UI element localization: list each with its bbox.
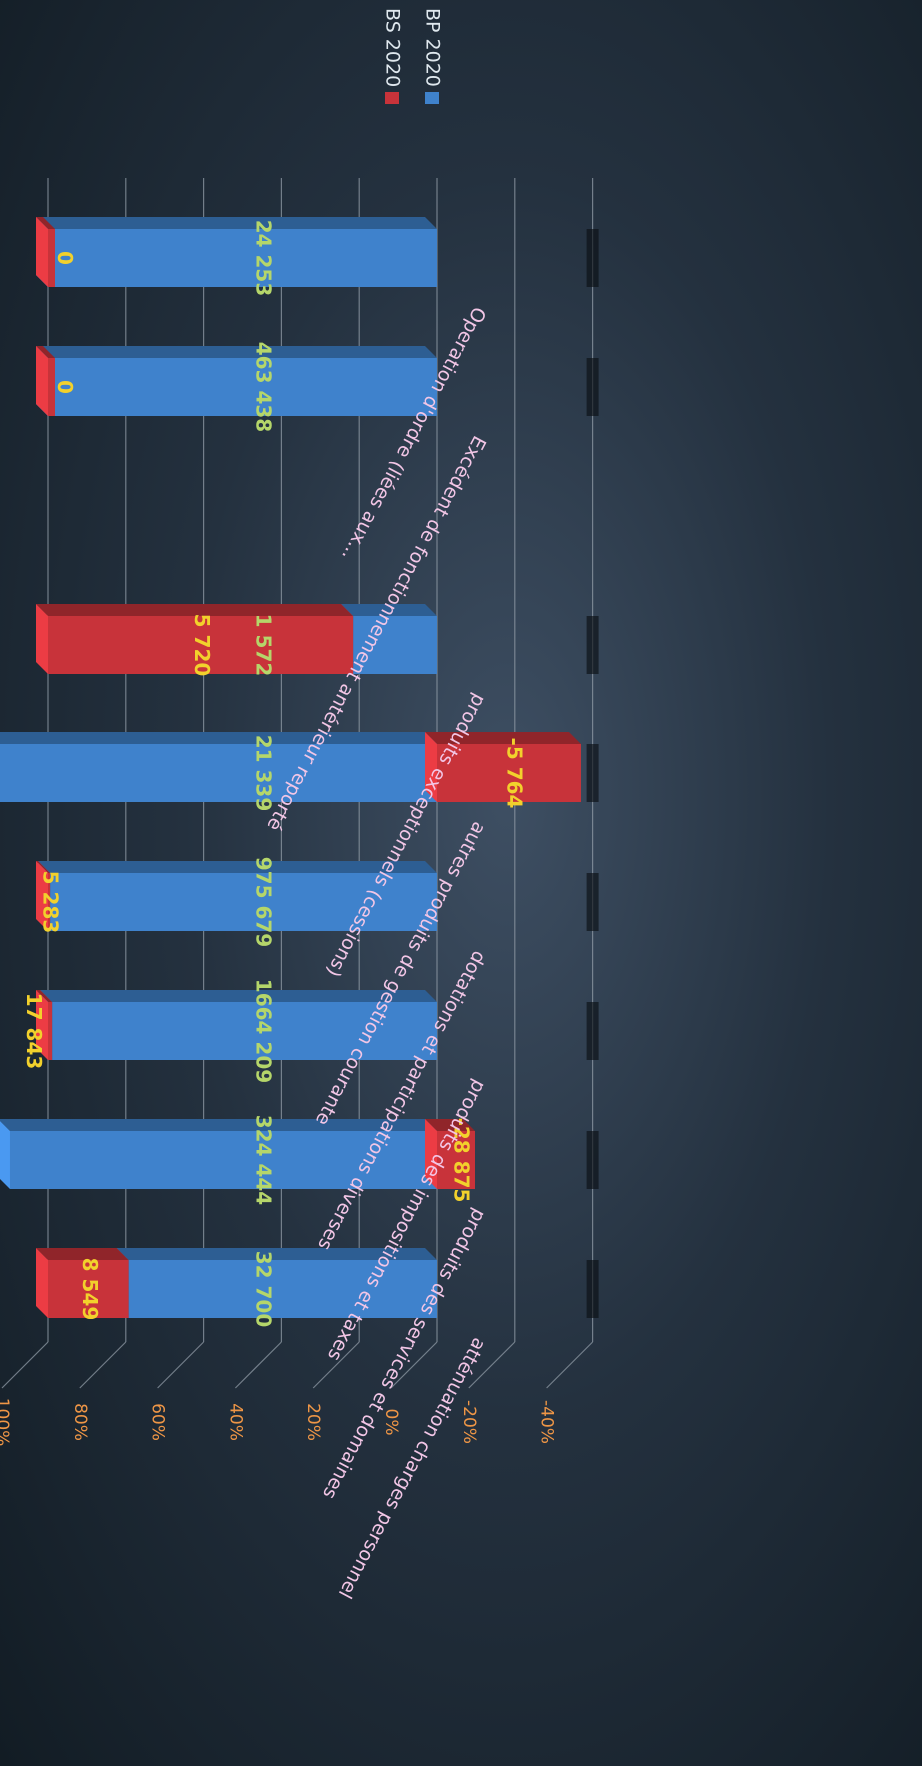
category-label: atténuation charges personnel [334,1334,490,1602]
bars [0,217,581,1318]
data-label-bs-2020: 0 [53,251,77,265]
data-label-bs-2020: 8 549 [78,1258,102,1321]
legend-label: BP 2020 [422,8,444,87]
tick-label: 60% [148,1403,168,1441]
data-label-bs-2020: -28 875 [450,1118,474,1203]
bar-shadows [586,229,599,1318]
bar-bp-2020 [36,217,437,287]
gridline-diagonal [234,1341,282,1389]
bar-bs-2020 [425,1119,476,1189]
bar-bs-2020 [36,604,354,674]
tick-label: 40% [225,1403,245,1441]
bar-bp-2020 [36,346,437,416]
bar-bp-2020 [116,1248,437,1318]
tick-label: 0% [381,1409,401,1436]
bar-bs-2020 [36,990,53,1060]
bar-bs-2020 [36,217,55,287]
data-label-bs-2020: 5 283 [39,871,63,934]
bar-shadow [586,229,599,287]
bar-bp-2020 [0,732,438,802]
gridline-diagonal [79,1341,127,1389]
bar-shadow [586,1002,599,1060]
gridline-diagonal [390,1341,438,1389]
bar-bp-2020 [38,861,437,931]
data-label-bs-2020: 0 [53,380,77,394]
bar-bs-2020 [36,861,51,931]
gridline-diagonal [1,1341,49,1389]
tick-label: 100% [0,1398,12,1447]
data-label-bs-2020: -5 764 [502,738,526,809]
data-label-bp-2020: 324 444 [251,1115,275,1205]
tick-label: 20% [303,1403,323,1441]
gridline-diagonal [468,1341,516,1389]
axis-ticks: -40% -20% 0% 20% 40% 60% 80% 100% [0,1398,557,1447]
bar-shadow [586,616,599,674]
gridline-diagonal [546,1341,594,1389]
bar-bs-2020 [425,732,581,802]
legend: BS 2020 BP 2020 [382,8,444,104]
legend-swatch [425,92,439,104]
bar-shadow [586,1260,599,1318]
tick-label: -40% [537,1400,557,1444]
data-label-bs-2020: 5 720 [190,614,214,677]
data-label-bp-2020: 32 700 [251,1251,275,1328]
bar-bs-2020 [36,346,55,416]
gridline-diagonal [157,1341,205,1389]
bar-shadow [586,358,599,416]
legend-swatch [385,92,399,104]
bar-bp-2020 [0,1119,437,1189]
data-label-bp-2020: 21 339 [251,735,275,812]
bar-shadow [586,873,599,931]
data-label-bp-2020: 1664 209 [251,979,275,1083]
bar-bs-2020 [36,1248,129,1318]
bar-shadow [586,1131,599,1189]
tick-label: -20% [459,1400,479,1444]
data-label-bp-2020: 975 679 [251,857,275,947]
bar-shadow [586,744,599,802]
data-label-bp-2020: 1 572 [251,614,275,677]
category-label: Operation d'ordre (liées aux... [337,303,490,565]
data-label-bp-2020: 24 253 [251,220,275,297]
gridline-diagonal [312,1341,360,1389]
tick-label: 80% [70,1403,90,1441]
legend-label: BS 2020 [382,8,404,87]
data-label-bs-2020: 17 843 [22,993,46,1070]
data-label-bp-2020: 463 438 [251,342,275,432]
data-labels: 32 700 8 549 324 444 -28 875 1664 209 17 843 9… [22,220,527,1328]
